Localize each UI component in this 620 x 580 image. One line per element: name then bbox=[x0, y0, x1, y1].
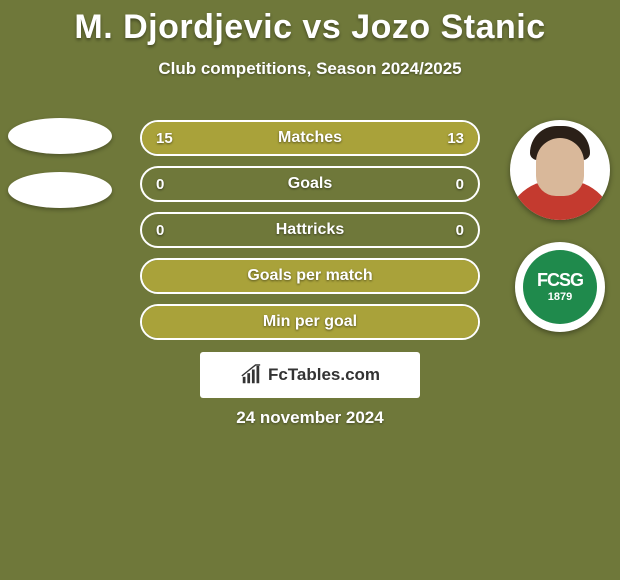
right-player-avatar bbox=[510, 120, 610, 220]
club-badge-line1: FCSG bbox=[537, 271, 583, 291]
date-label: 24 november 2024 bbox=[0, 408, 620, 428]
stat-row: Goals per match bbox=[140, 258, 480, 294]
club-badge-inner: FCSG 1879 bbox=[523, 250, 597, 324]
subtitle: Club competitions, Season 2024/2025 bbox=[0, 59, 620, 79]
comparison-infographic: M. Djordjevic vs Jozo Stanic Club compet… bbox=[0, 0, 620, 580]
stat-value-left: 0 bbox=[156, 222, 164, 239]
avatar-face bbox=[536, 138, 584, 196]
stat-row: 15 13 Matches bbox=[140, 120, 480, 156]
club-badge-line2: 1879 bbox=[548, 291, 572, 303]
stat-label: Goals bbox=[288, 175, 332, 193]
watermark: FcTables.com bbox=[200, 352, 420, 398]
stat-value-right: 0 bbox=[456, 222, 464, 239]
right-club-badge: FCSG 1879 bbox=[515, 242, 605, 332]
stat-row: 0 0 Hattricks bbox=[140, 212, 480, 248]
stat-value-right: 13 bbox=[447, 130, 464, 147]
stat-row: Min per goal bbox=[140, 304, 480, 340]
left-player-column bbox=[8, 118, 112, 226]
bar-chart-icon bbox=[240, 364, 262, 386]
stats-block: 15 13 Matches 0 0 Goals 0 0 Hattricks Goals per m… bbox=[140, 120, 480, 350]
watermark-text: FcTables.com bbox=[268, 365, 380, 385]
stat-value-left: 15 bbox=[156, 130, 173, 147]
right-player-column: FCSG 1879 bbox=[510, 120, 610, 332]
stat-label: Min per goal bbox=[263, 313, 357, 331]
stat-label: Hattricks bbox=[276, 221, 344, 239]
stat-label: Goals per match bbox=[247, 267, 372, 285]
left-player-avatar-placeholder bbox=[8, 118, 112, 154]
page-title: M. Djordjevic vs Jozo Stanic bbox=[0, 0, 620, 47]
left-club-badge-placeholder bbox=[8, 172, 112, 208]
stat-value-right: 0 bbox=[456, 176, 464, 193]
stat-row: 0 0 Goals bbox=[140, 166, 480, 202]
stat-label: Matches bbox=[278, 129, 342, 147]
stat-value-left: 0 bbox=[156, 176, 164, 193]
